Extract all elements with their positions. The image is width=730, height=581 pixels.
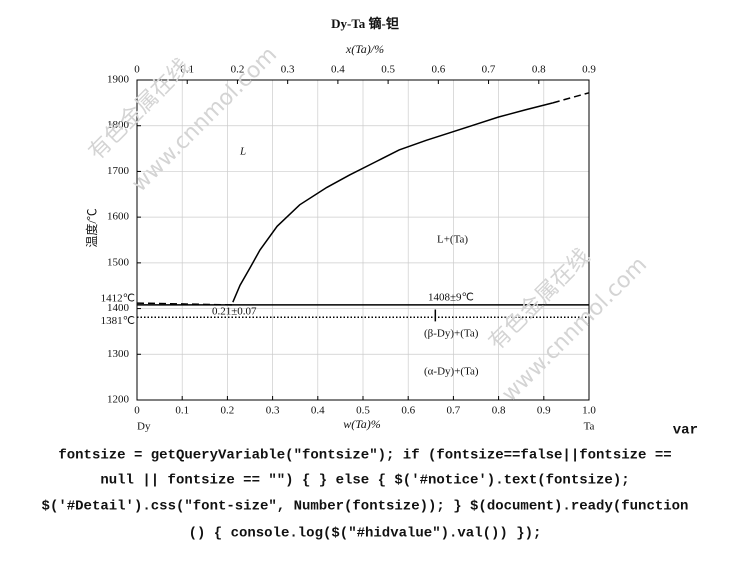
code-text: $('#Detail').css("font-size", Number(fon… [42,499,689,515]
code-text: var [673,423,698,439]
y-axis-title: 温度/℃ [84,208,99,247]
y-tick-label: 1500 [107,256,130,268]
x-tick-label: 0.1 [175,405,189,417]
x-tick-label: 0.5 [356,405,370,417]
phase-boundary [552,92,590,104]
region-label: (α-Dy)+(Ta) [424,366,479,378]
end-label: Dy [137,421,151,433]
y-tick-label: 1700 [107,165,130,177]
region-label: L [239,146,246,158]
x-tick-label: 0 [134,405,140,417]
y-tick-label: 1400 [107,302,130,314]
x-tick-label: 0.9 [537,405,551,417]
phase-boundary [232,102,554,303]
code-text: () { console.log($("#hidvalue").val()) }… [189,526,542,542]
region-label: 1408±9℃ [428,292,474,304]
region-label: 0.21±0.07 [212,306,257,318]
chart-title: Dy-Ta 镝-钽 [331,16,399,31]
x2-tick-label: 0.8 [532,64,546,76]
plot-frame [136,79,590,401]
x-axis-title: w(Ta)% [343,417,381,431]
x2-tick-label: 0.9 [582,64,596,76]
y-tick-label: 1900 [107,74,130,86]
end-label: Ta [584,421,595,433]
code-text: fontsize = getQueryVariable("fontsize");… [58,448,671,464]
x-tick-label: 0.3 [266,405,280,417]
temperature-label: 1412℃ [101,293,135,305]
y-tick-label: 1300 [107,348,130,360]
x2-tick-label: 0.3 [281,64,295,76]
region-label: (β-Dy)+(Ta) [424,328,479,340]
x2-tick-label: 0.1 [180,64,194,76]
region-label: L+(Ta) [437,234,468,246]
code-text: null || fontsize == "") { } else { $('#n… [100,473,629,489]
x2-tick-label: 0.5 [381,64,395,76]
x-tick-label: 0.2 [221,405,235,417]
x2-tick-label: 0.6 [431,64,445,76]
y-tick-label: 1200 [107,394,130,406]
temperature-label: 1381℃ [101,315,135,327]
y-tick-label: 1800 [107,119,130,131]
x-tick-label: 0.6 [401,405,415,417]
x-tick-label: 0.7 [447,405,461,417]
x-tick-label: 1.0 [582,405,596,417]
y-tick-label: 1600 [107,211,130,223]
x-tick-label: 0.8 [492,405,506,417]
watermark: www.cnnmol.com [127,42,282,197]
x2-axis-title: x(Ta)/% [345,42,384,56]
x2-tick-label: 0.7 [482,64,496,76]
x2-tick-label: 0 [134,64,140,76]
x-tick-label: 0.4 [311,405,325,417]
x2-tick-label: 0.2 [231,64,245,76]
x2-tick-label: 0.4 [331,64,345,76]
